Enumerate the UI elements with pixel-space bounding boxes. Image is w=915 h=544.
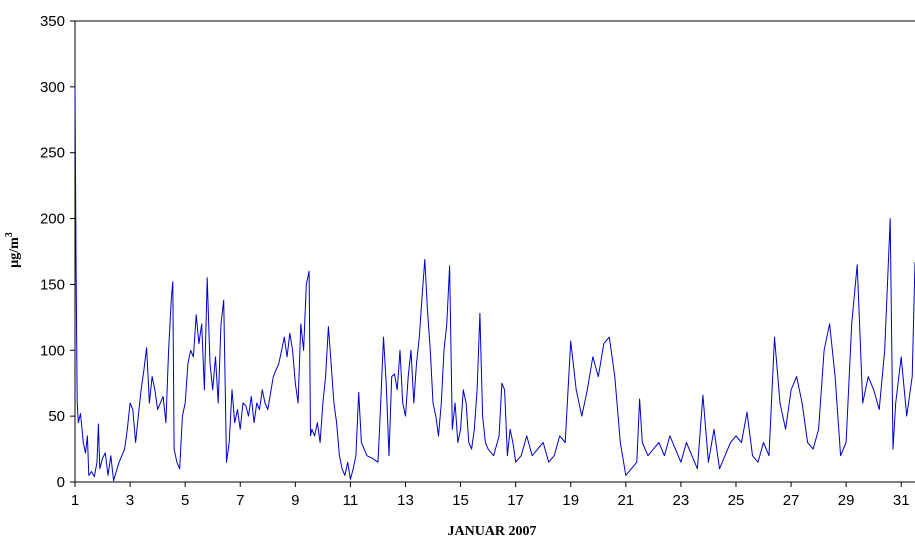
x-tick-label: 7 [236, 492, 244, 509]
y-tick-label: 200 [40, 211, 65, 228]
x-tick-label: 21 [617, 492, 634, 509]
x-tick-label: 17 [507, 492, 524, 509]
y-axis-title-superscript: 3 [4, 232, 15, 237]
x-tick-label: 9 [291, 492, 299, 509]
x-axis-title: JANUAR 2007 [447, 524, 536, 539]
y-tick-label: 100 [40, 342, 65, 359]
x-tick-label: 3 [126, 492, 134, 509]
y-tick-label: 250 [40, 145, 65, 162]
x-tick-label: 5 [181, 492, 189, 509]
y-tick-label: 0 [57, 474, 65, 491]
x-tick-label: 1 [71, 492, 79, 509]
x-tick-label: 13 [397, 492, 414, 509]
x-tick-label: 23 [673, 492, 690, 509]
y-tick-label: 350 [40, 13, 65, 30]
x-tick-label: 31 [893, 492, 910, 509]
plot-area [74, 20, 915, 483]
x-tick-label: 11 [343, 492, 359, 509]
y-tick-label: 150 [40, 276, 65, 293]
x-tick-label: 19 [562, 492, 579, 509]
x-tick-label: 29 [838, 492, 855, 509]
y-axis-ticks: 0 50 100 150 200 250 300 350 [40, 13, 75, 491]
x-tick-label: 25 [728, 492, 745, 509]
x-tick-label: 15 [452, 492, 469, 509]
x-axis-ticks: 1 3 5 7 9 11 13 15 17 19 21 23 25 27 29 31 [71, 482, 910, 509]
y-axis-title-base: µg/m [7, 237, 22, 268]
series-line-0 [74, 86, 915, 482]
y-tick-label: 300 [40, 79, 65, 96]
y-axis-title-group: µg/m3 [4, 232, 22, 268]
series-group [74, 86, 915, 482]
y-axis-title: µg/m3 [4, 232, 22, 268]
x-tick-label: 27 [783, 492, 800, 509]
y-tick-label: 50 [48, 408, 65, 425]
